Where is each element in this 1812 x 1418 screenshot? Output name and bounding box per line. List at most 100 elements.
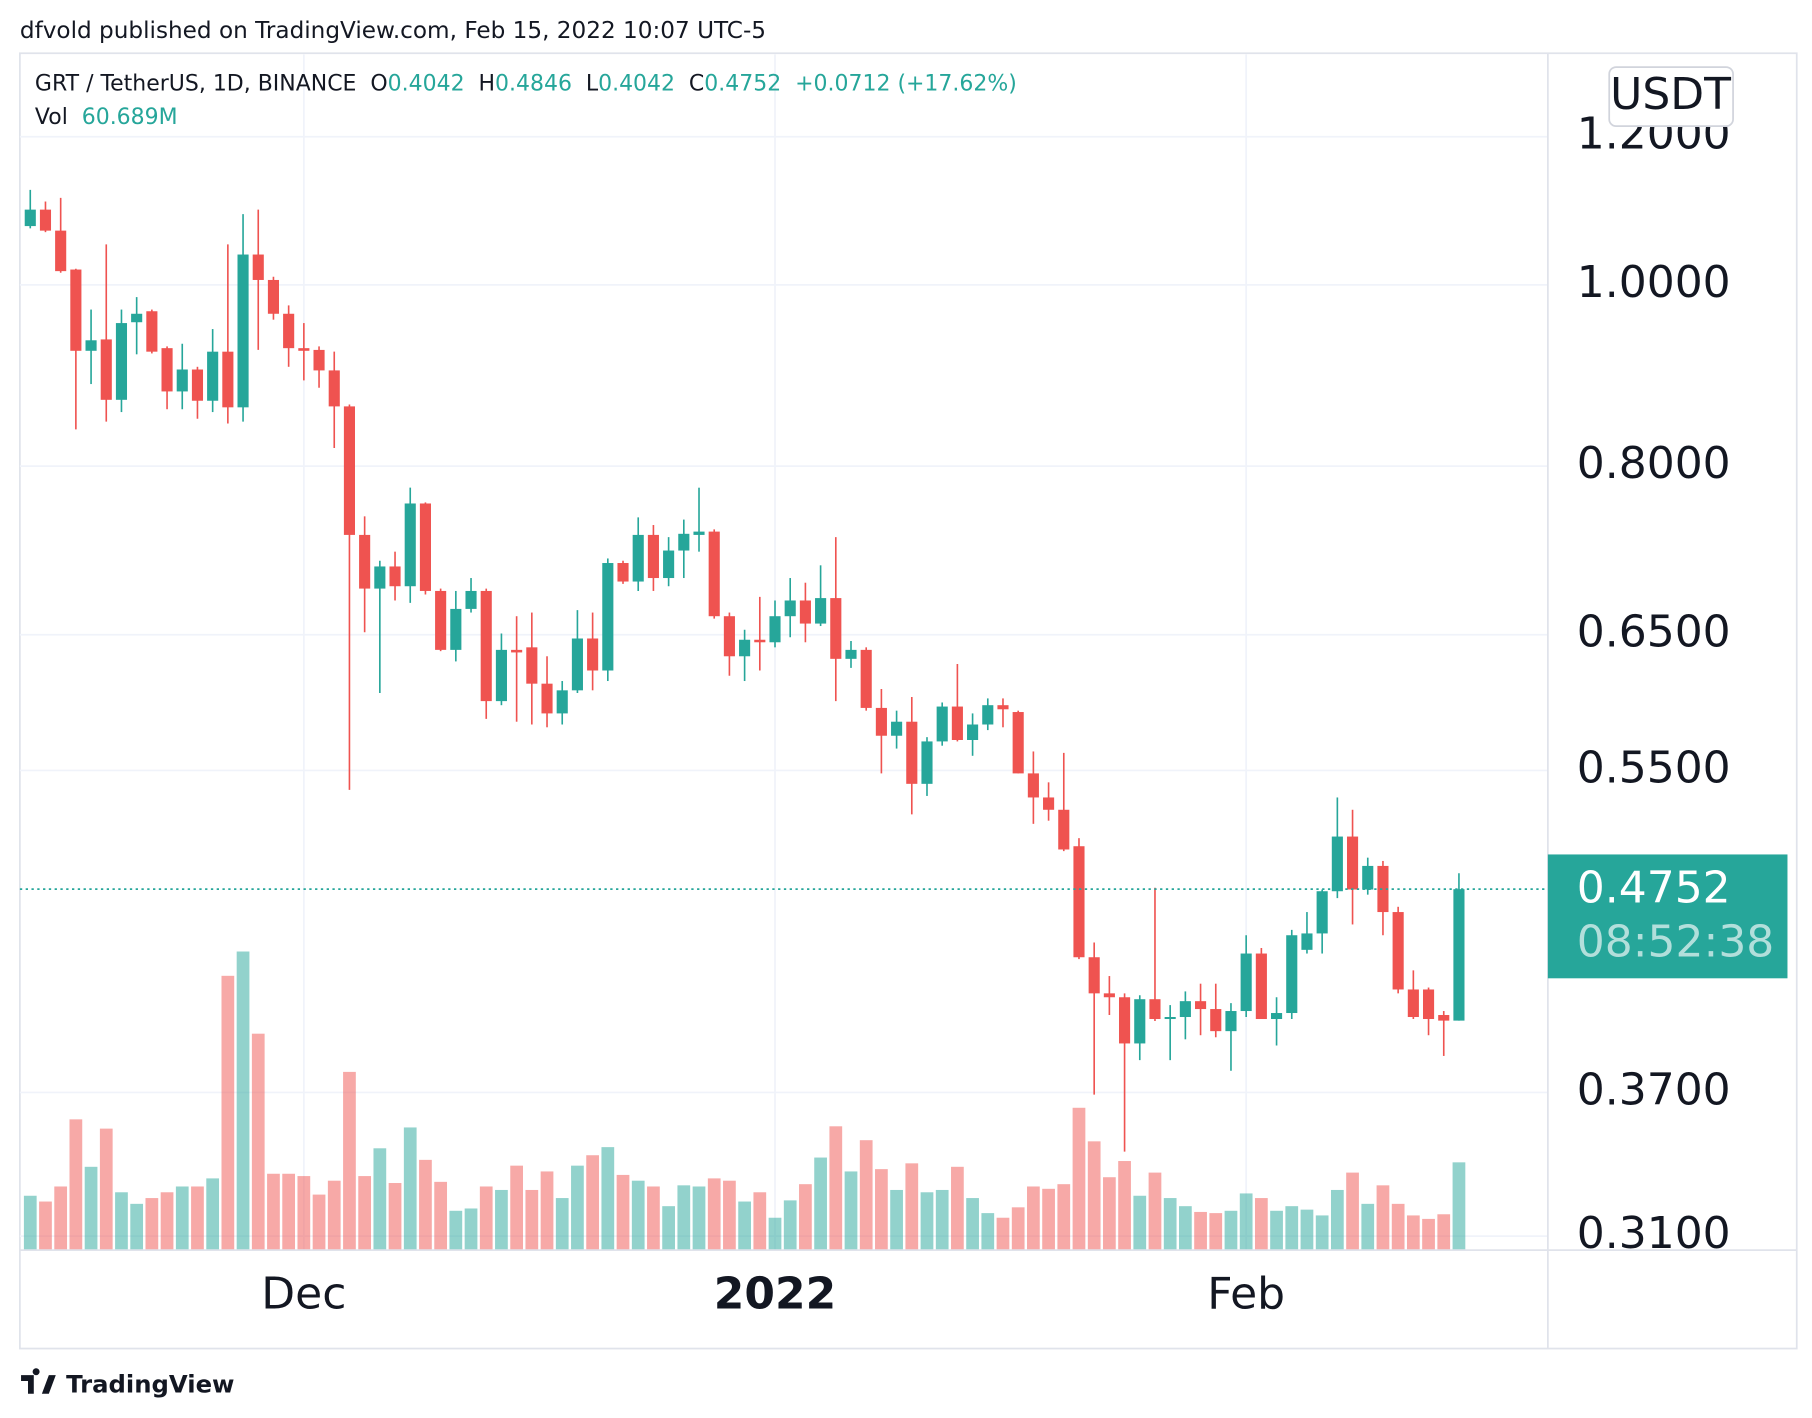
volume-bar <box>1087 1141 1101 1251</box>
candle-body <box>556 690 568 714</box>
candle-body <box>419 503 431 591</box>
volume-bar <box>130 1203 144 1251</box>
volume-bar <box>1437 1214 1451 1251</box>
volume-bar <box>1057 1184 1071 1251</box>
candle-body <box>647 534 659 579</box>
candle-body <box>891 721 903 736</box>
legend-value: 0.4752 <box>704 72 781 97</box>
candle-body <box>982 705 994 725</box>
candle-body <box>1179 1001 1191 1018</box>
volume-legend: Vol 60.689M <box>35 105 178 130</box>
volume-bar <box>723 1180 736 1251</box>
volume-bar <box>1391 1203 1405 1251</box>
candle-body <box>191 369 204 401</box>
volume-bar <box>1361 1203 1375 1251</box>
candle-body <box>921 741 933 784</box>
volume-bar <box>799 1184 812 1251</box>
candle-body <box>450 608 462 650</box>
candle-body <box>906 721 918 784</box>
candle-body <box>1331 836 1343 892</box>
volume-bar <box>358 1176 372 1251</box>
candle-body <box>587 638 599 671</box>
volume-bar <box>282 1173 296 1251</box>
candle-body <box>1316 891 1328 934</box>
candle-body <box>70 269 82 351</box>
candle-body <box>723 616 735 657</box>
volume-bar <box>479 1186 493 1251</box>
volume-bar <box>662 1206 675 1251</box>
volume-bar <box>1179 1206 1192 1251</box>
volume-bar <box>1422 1218 1435 1251</box>
candle-body <box>830 598 842 659</box>
candle-body <box>1286 935 1298 1014</box>
candle-body <box>176 369 188 392</box>
candle-body <box>1407 989 1419 1018</box>
volume-bar <box>540 1171 554 1251</box>
volume-bar <box>738 1201 751 1251</box>
candle-body <box>754 639 766 643</box>
candle-body <box>100 339 112 400</box>
volume-bar <box>1103 1177 1116 1251</box>
legend-key: L <box>586 72 599 97</box>
volume-bar <box>1315 1215 1329 1251</box>
candle-body <box>222 351 234 408</box>
candle-body <box>784 600 796 617</box>
volume-bar <box>616 1174 630 1251</box>
candle-body <box>1240 953 1252 1012</box>
candle-body <box>663 550 675 579</box>
candle-body <box>860 649 872 708</box>
volume-bar <box>692 1186 706 1251</box>
candle-body <box>374 566 386 589</box>
volume-bar <box>267 1173 280 1251</box>
candle-body <box>465 590 477 609</box>
volume-bar <box>1042 1188 1055 1251</box>
candle-body <box>267 279 280 314</box>
volume-bar <box>829 1126 843 1251</box>
candle-body <box>1164 1017 1176 1020</box>
last-price-label: 0.4752 <box>1577 862 1731 913</box>
volume-bar <box>312 1194 326 1251</box>
candle-body <box>769 616 781 643</box>
volume-bar <box>631 1180 645 1251</box>
volume-bar <box>343 1071 356 1251</box>
candle-body <box>389 566 401 587</box>
volume-bar <box>586 1155 599 1251</box>
candle-body <box>252 254 264 280</box>
volume-bar <box>434 1181 448 1251</box>
volume-bar <box>1194 1211 1207 1251</box>
candle-body <box>55 230 67 272</box>
volume-bar <box>996 1217 1010 1251</box>
volume-bar <box>1239 1193 1253 1251</box>
candle-body <box>404 503 416 587</box>
y-tick-label: 0.8000 <box>1577 438 1731 489</box>
volume-bar <box>23 1195 37 1251</box>
candle-body <box>1392 912 1404 990</box>
candle-body <box>359 534 371 589</box>
currency-button <box>1608 66 1734 128</box>
candle-body <box>1377 865 1389 913</box>
volume-bar <box>905 1163 919 1251</box>
candle-body <box>1271 1013 1283 1020</box>
legend-key: H <box>478 72 495 97</box>
volume-bar <box>495 1189 508 1251</box>
candle-body <box>85 340 97 351</box>
candle-body <box>936 706 948 742</box>
volume-bar <box>115 1192 128 1251</box>
volume-bar <box>890 1189 903 1251</box>
volume-bar <box>449 1210 463 1251</box>
candle-body <box>875 707 887 736</box>
volume-bar <box>571 1165 584 1251</box>
volume-bar <box>373 1148 387 1251</box>
volume-bar <box>1270 1210 1283 1251</box>
candle-body <box>313 349 325 371</box>
candle-body <box>1119 997 1131 1044</box>
volume-bar <box>327 1180 341 1251</box>
volume-bar <box>875 1169 888 1251</box>
candles <box>24 189 1465 1152</box>
candle-body <box>541 683 553 714</box>
candle-body <box>1058 809 1070 850</box>
candle-body <box>1027 773 1039 798</box>
volume-key: Vol <box>35 105 68 130</box>
legend-key: C <box>689 72 704 97</box>
candle-body <box>1362 865 1374 890</box>
